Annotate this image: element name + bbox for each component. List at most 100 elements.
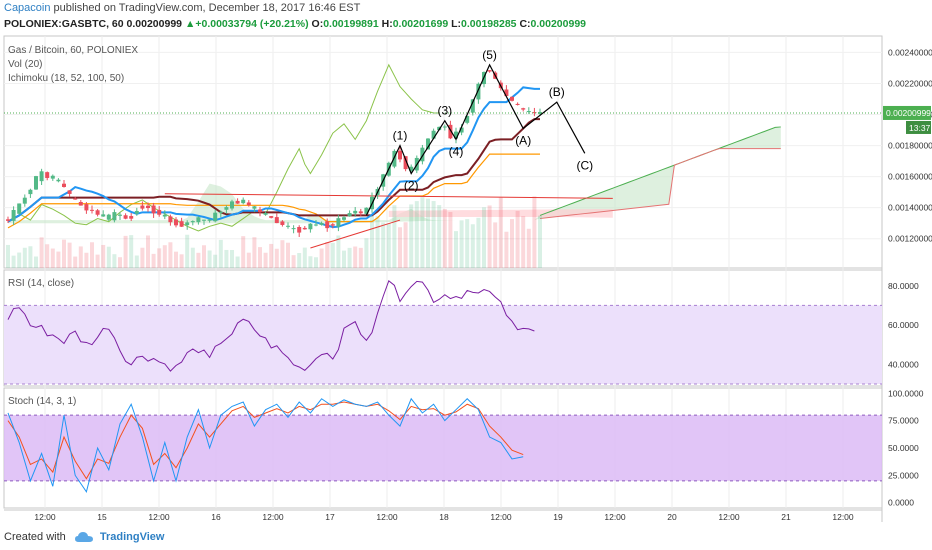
candle (330, 222, 335, 229)
volume-bar (314, 257, 318, 268)
candle (162, 210, 167, 220)
volume-bar (431, 201, 436, 268)
wave-label: (3) (437, 104, 452, 118)
candle-body (78, 201, 83, 206)
volume-bar (319, 248, 324, 268)
candle (118, 212, 122, 221)
candle (274, 213, 279, 224)
candle (347, 210, 352, 217)
main-legend[interactable]: Gas / Bitcoin, 60, POLONIEX (8, 45, 139, 56)
created-with-text: Created with (4, 531, 66, 543)
price-pane (3, 35, 883, 269)
candle (84, 202, 89, 214)
candle-body (470, 99, 475, 113)
candle-body (252, 206, 257, 209)
time-tick-label: 12:00 (34, 512, 56, 522)
candle-body (353, 210, 358, 214)
price-tick-label: 0.00180000 (888, 141, 932, 151)
candle-body (487, 70, 492, 72)
candle-body (185, 222, 190, 226)
price-tick-label: 0.00120000 (888, 234, 932, 244)
current-price-badge (883, 105, 931, 120)
candle (218, 210, 223, 218)
volume-bar (291, 255, 296, 268)
candle-body (118, 214, 122, 216)
volume-bar (213, 254, 218, 268)
candle (179, 217, 184, 227)
volume-bar (263, 252, 268, 268)
candle-body (241, 199, 246, 204)
candle (358, 208, 363, 217)
candle (151, 202, 156, 218)
volume-bar (330, 242, 335, 268)
candle-body (190, 221, 195, 223)
candle-body (420, 147, 425, 162)
candle-body (235, 200, 240, 204)
volume-bar (235, 256, 240, 268)
tradingview-link[interactable]: TradingView (99, 531, 165, 543)
candle-body (297, 227, 302, 233)
candle (235, 198, 240, 204)
candle (476, 82, 481, 104)
candle (73, 196, 78, 200)
volume-bar (448, 212, 453, 268)
candle-body (202, 219, 206, 221)
volume-bar (45, 244, 50, 268)
candle-body (146, 205, 150, 209)
ichimoku-cloud-bull (8, 126, 781, 224)
volume-bar (504, 231, 509, 268)
price-tick-label: 0.00140000 (888, 203, 932, 213)
volume-bar (510, 219, 514, 268)
candle-body (174, 219, 178, 226)
candle-body (207, 219, 212, 221)
volume-bar (414, 201, 419, 268)
tenkan-line (7, 86, 541, 229)
candle (67, 190, 72, 197)
author-link[interactable]: Capacoin (4, 2, 51, 14)
candle (302, 225, 307, 230)
vol-legend[interactable]: Vol (20) (8, 59, 43, 70)
time-tick-label: 12:00 (376, 512, 398, 522)
time-tick-label: 12:00 (832, 512, 854, 522)
candle (34, 175, 38, 190)
volume-bar (207, 250, 212, 268)
candle (56, 178, 61, 183)
candle-body (465, 115, 470, 123)
volume-bar (62, 239, 66, 268)
time-tick-label: 12:00 (490, 512, 512, 522)
candle-body (476, 83, 481, 100)
candle (28, 188, 33, 198)
volume-bar (179, 254, 184, 268)
candle-body (532, 112, 537, 114)
stoch-legend[interactable]: Stoch (14, 3, 1) (8, 396, 77, 407)
volume-bar (325, 242, 330, 268)
time-tick-label: 17 (325, 512, 335, 522)
open-value: 0.00199891 (323, 18, 379, 30)
volume-bar (78, 246, 83, 268)
low-value: 0.00198285 (461, 18, 517, 30)
candle-body (56, 179, 61, 182)
candle-body (134, 210, 139, 214)
candle-body (28, 189, 33, 195)
wave-label: (1) (393, 129, 408, 143)
candle (17, 203, 22, 215)
volume-bar (280, 240, 285, 268)
volume-bar (6, 244, 10, 268)
volume-bar (286, 242, 290, 268)
volume-bar (454, 231, 458, 268)
volume-bar (246, 252, 251, 268)
volume-bar (347, 247, 352, 268)
candle (314, 220, 318, 227)
ichimoku-legend[interactable]: Ichimoku (18, 52, 100, 50) (8, 73, 125, 84)
volume-bar (17, 252, 22, 268)
ichimoku-cloud-bear (388, 208, 613, 218)
candle (336, 214, 341, 232)
volume-bar (73, 256, 78, 268)
candle-body (90, 209, 94, 211)
volume-bar (364, 238, 369, 268)
candle-body (95, 210, 100, 215)
candle (263, 211, 268, 216)
candle (140, 201, 145, 211)
rsi-legend[interactable]: RSI (14, close) (8, 278, 75, 289)
volume-bar (50, 248, 55, 268)
